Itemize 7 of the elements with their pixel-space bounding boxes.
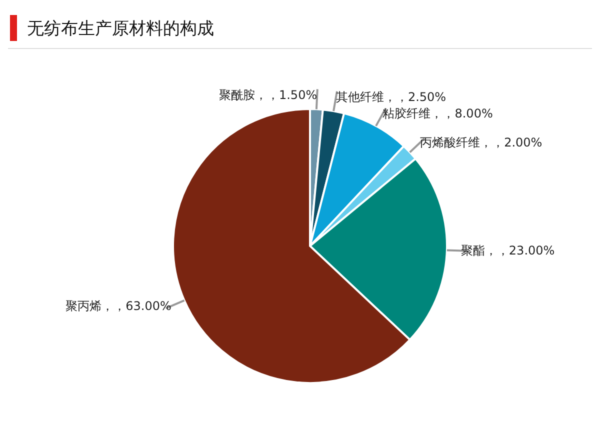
chart-title: 无纺布生产原材料的构成 (27, 18, 214, 40)
slice-label: 聚丙烯，，63.00% (66, 298, 172, 313)
slice-label: 聚酰胺，，1.50% (218, 88, 318, 102)
slice-label: 粘胶纤维，，8.00% (382, 106, 493, 121)
slice-label: 丙烯酸纤维，，2.00% (420, 136, 542, 150)
slice-label: 聚酯，，23.00% (460, 244, 555, 258)
slice-label: 其他纤维，，2.50% (336, 90, 446, 104)
